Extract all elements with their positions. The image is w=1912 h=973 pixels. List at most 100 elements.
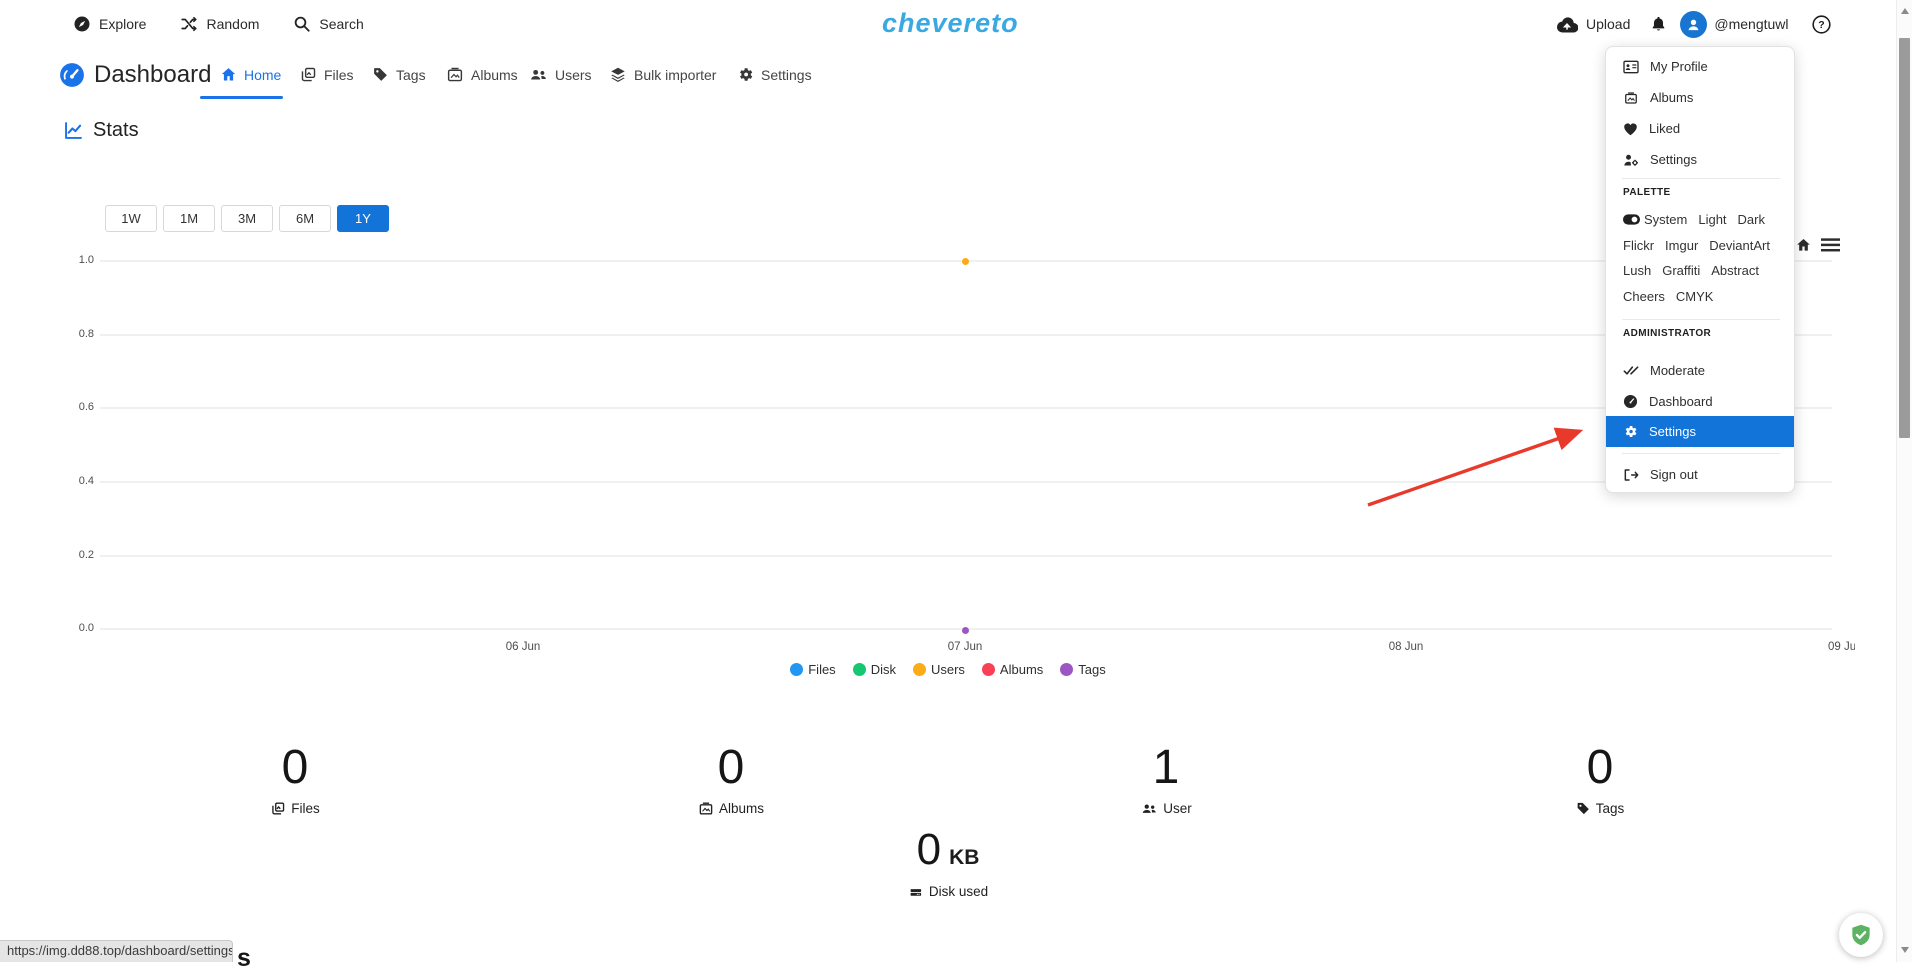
palette-light[interactable]: Light bbox=[1698, 212, 1727, 227]
menu-divider bbox=[1622, 178, 1780, 179]
time-range-buttons: 1W 1M 3M 6M 1Y bbox=[105, 205, 389, 232]
legend-dot-tags bbox=[1060, 663, 1074, 676]
chevereto-logo[interactable]: chevereto bbox=[882, 8, 1019, 38]
palette-graffiti[interactable]: Graffiti bbox=[1662, 263, 1701, 278]
menu-item-dashboard[interactable]: Dashboard bbox=[1606, 386, 1794, 417]
explore-link[interactable]: Explore bbox=[73, 15, 146, 33]
palette-dark[interactable]: Dark bbox=[1737, 212, 1765, 227]
svg-text:?: ? bbox=[1818, 19, 1824, 31]
legend-dot-users bbox=[912, 663, 926, 676]
topbar-right-group: Upload @mengtuwl ? bbox=[1556, 0, 1832, 48]
menu-divider bbox=[1622, 453, 1780, 454]
chart-menu-icon[interactable] bbox=[1821, 238, 1840, 252]
browser-scrollbar[interactable] bbox=[1896, 0, 1912, 962]
legend-disk[interactable]: Disk bbox=[852, 662, 896, 677]
palette-imgur[interactable]: Imgur bbox=[1665, 237, 1699, 253]
hdd-icon bbox=[908, 885, 924, 899]
scrollbar-up-arrow[interactable] bbox=[1901, 8, 1909, 14]
palette-cmyk[interactable]: CMYK bbox=[1675, 288, 1714, 304]
x-tick: 08 Jun bbox=[1388, 641, 1424, 653]
user-gear-icon bbox=[1623, 153, 1639, 167]
legend-users[interactable]: Users bbox=[912, 662, 965, 677]
tab-home[interactable]: Home bbox=[220, 66, 281, 83]
users-group-icon bbox=[1140, 801, 1158, 816]
album-icon bbox=[698, 801, 714, 816]
counter-files: 0 Files bbox=[270, 744, 320, 816]
y-tick: 1.0 bbox=[78, 254, 94, 266]
gridline-0_4 bbox=[100, 481, 1832, 483]
tab-tags[interactable]: Tags bbox=[372, 66, 426, 83]
palette-flickr[interactable]: Flickr bbox=[1623, 237, 1655, 253]
counter-tags: 0 Tags bbox=[1576, 744, 1624, 816]
files-icon bbox=[300, 66, 317, 83]
album-icon bbox=[446, 66, 464, 83]
clipped-page-text: s bbox=[237, 944, 251, 972]
adblock-shield-badge[interactable] bbox=[1839, 913, 1883, 957]
y-tick: 0.6 bbox=[78, 401, 94, 413]
range-1w-button[interactable]: 1W bbox=[105, 205, 157, 232]
counter-albums: 0 Albums bbox=[698, 744, 764, 816]
user-avatar[interactable] bbox=[1680, 10, 1708, 38]
palette-deviantart[interactable]: DeviantArt bbox=[1709, 237, 1770, 253]
palette-section-header: PALETTE bbox=[1623, 187, 1671, 198]
legend-files[interactable]: Files bbox=[790, 662, 836, 677]
tab-albums[interactable]: Albums bbox=[446, 66, 518, 83]
tab-settings[interactable]: Settings bbox=[737, 66, 812, 83]
help-icon[interactable]: ? bbox=[1811, 14, 1832, 35]
menu-item-sign-out[interactable]: Sign out bbox=[1606, 459, 1794, 490]
tag-icon bbox=[1576, 801, 1591, 816]
home-icon bbox=[220, 66, 237, 83]
search-link[interactable]: Search bbox=[293, 15, 364, 33]
legend-dot-albums bbox=[981, 663, 995, 676]
menu-item-moderate[interactable]: Moderate bbox=[1606, 355, 1794, 386]
toggle-icon bbox=[1623, 214, 1640, 225]
username[interactable]: @mengtuwl bbox=[1714, 16, 1789, 32]
check-double-icon bbox=[1623, 364, 1639, 377]
page-title: Dashboard bbox=[94, 61, 212, 88]
menu-item-my-profile[interactable]: My Profile bbox=[1606, 51, 1794, 82]
range-6m-button[interactable]: 6M bbox=[279, 205, 331, 232]
chart-toolbar bbox=[1795, 237, 1840, 253]
x-tick: 06 Jun bbox=[505, 641, 541, 653]
scrollbar-thumb[interactable] bbox=[1899, 38, 1910, 438]
search-label: Search bbox=[319, 16, 364, 32]
legend-dot-files bbox=[790, 663, 804, 676]
browser-status-bar: https://img.dd88.top/dashboard/settings bbox=[0, 940, 233, 962]
tab-files[interactable]: Files bbox=[300, 66, 354, 83]
y-tick: 0.0 bbox=[78, 622, 94, 634]
y-tick: 0.2 bbox=[78, 549, 94, 561]
data-point-tags[interactable] bbox=[962, 627, 969, 634]
range-1m-button[interactable]: 1M bbox=[163, 205, 215, 232]
upload-button[interactable]: Upload bbox=[1556, 16, 1630, 33]
explore-label: Explore bbox=[99, 16, 147, 32]
menu-item-settings[interactable]: Settings bbox=[1606, 144, 1794, 175]
range-1y-button[interactable]: 1Y bbox=[337, 205, 389, 232]
palette-lush[interactable]: Lush bbox=[1623, 263, 1652, 278]
menu-item-albums[interactable]: Albums bbox=[1606, 82, 1794, 113]
counter-disk-used: 0 KB Disk used bbox=[908, 828, 988, 899]
id-card-icon bbox=[1623, 60, 1639, 74]
active-tab-underline bbox=[200, 96, 283, 99]
palette-system[interactable]: System bbox=[1623, 207, 1687, 233]
palette-abstract[interactable]: Abstract bbox=[1711, 263, 1759, 278]
data-point-users[interactable] bbox=[962, 258, 969, 265]
range-3m-button[interactable]: 3M bbox=[221, 205, 273, 232]
tab-bulk-importer[interactable]: Bulk importer bbox=[609, 66, 716, 83]
gauge-icon bbox=[1623, 394, 1638, 409]
legend-tags[interactable]: Tags bbox=[1060, 662, 1106, 677]
stats-section-header: Stats bbox=[63, 119, 139, 142]
line-chart-icon bbox=[63, 120, 84, 141]
tab-users[interactable]: Users bbox=[529, 66, 592, 83]
y-tick: 0.4 bbox=[78, 475, 94, 487]
random-link[interactable]: Random bbox=[180, 15, 259, 33]
menu-item-admin-settings[interactable]: Settings bbox=[1606, 416, 1794, 447]
administrator-section-header: ADMINISTRATOR bbox=[1623, 328, 1712, 339]
menu-item-liked[interactable]: Liked bbox=[1606, 113, 1794, 144]
notifications-bell-icon[interactable] bbox=[1650, 15, 1667, 33]
cloud-upload-icon bbox=[1556, 16, 1578, 33]
legend-albums[interactable]: Albums bbox=[981, 662, 1043, 677]
upload-label: Upload bbox=[1586, 16, 1631, 32]
scrollbar-down-arrow[interactable] bbox=[1901, 947, 1909, 953]
palette-cheers[interactable]: Cheers bbox=[1623, 288, 1665, 304]
chart-home-icon[interactable] bbox=[1795, 237, 1812, 253]
